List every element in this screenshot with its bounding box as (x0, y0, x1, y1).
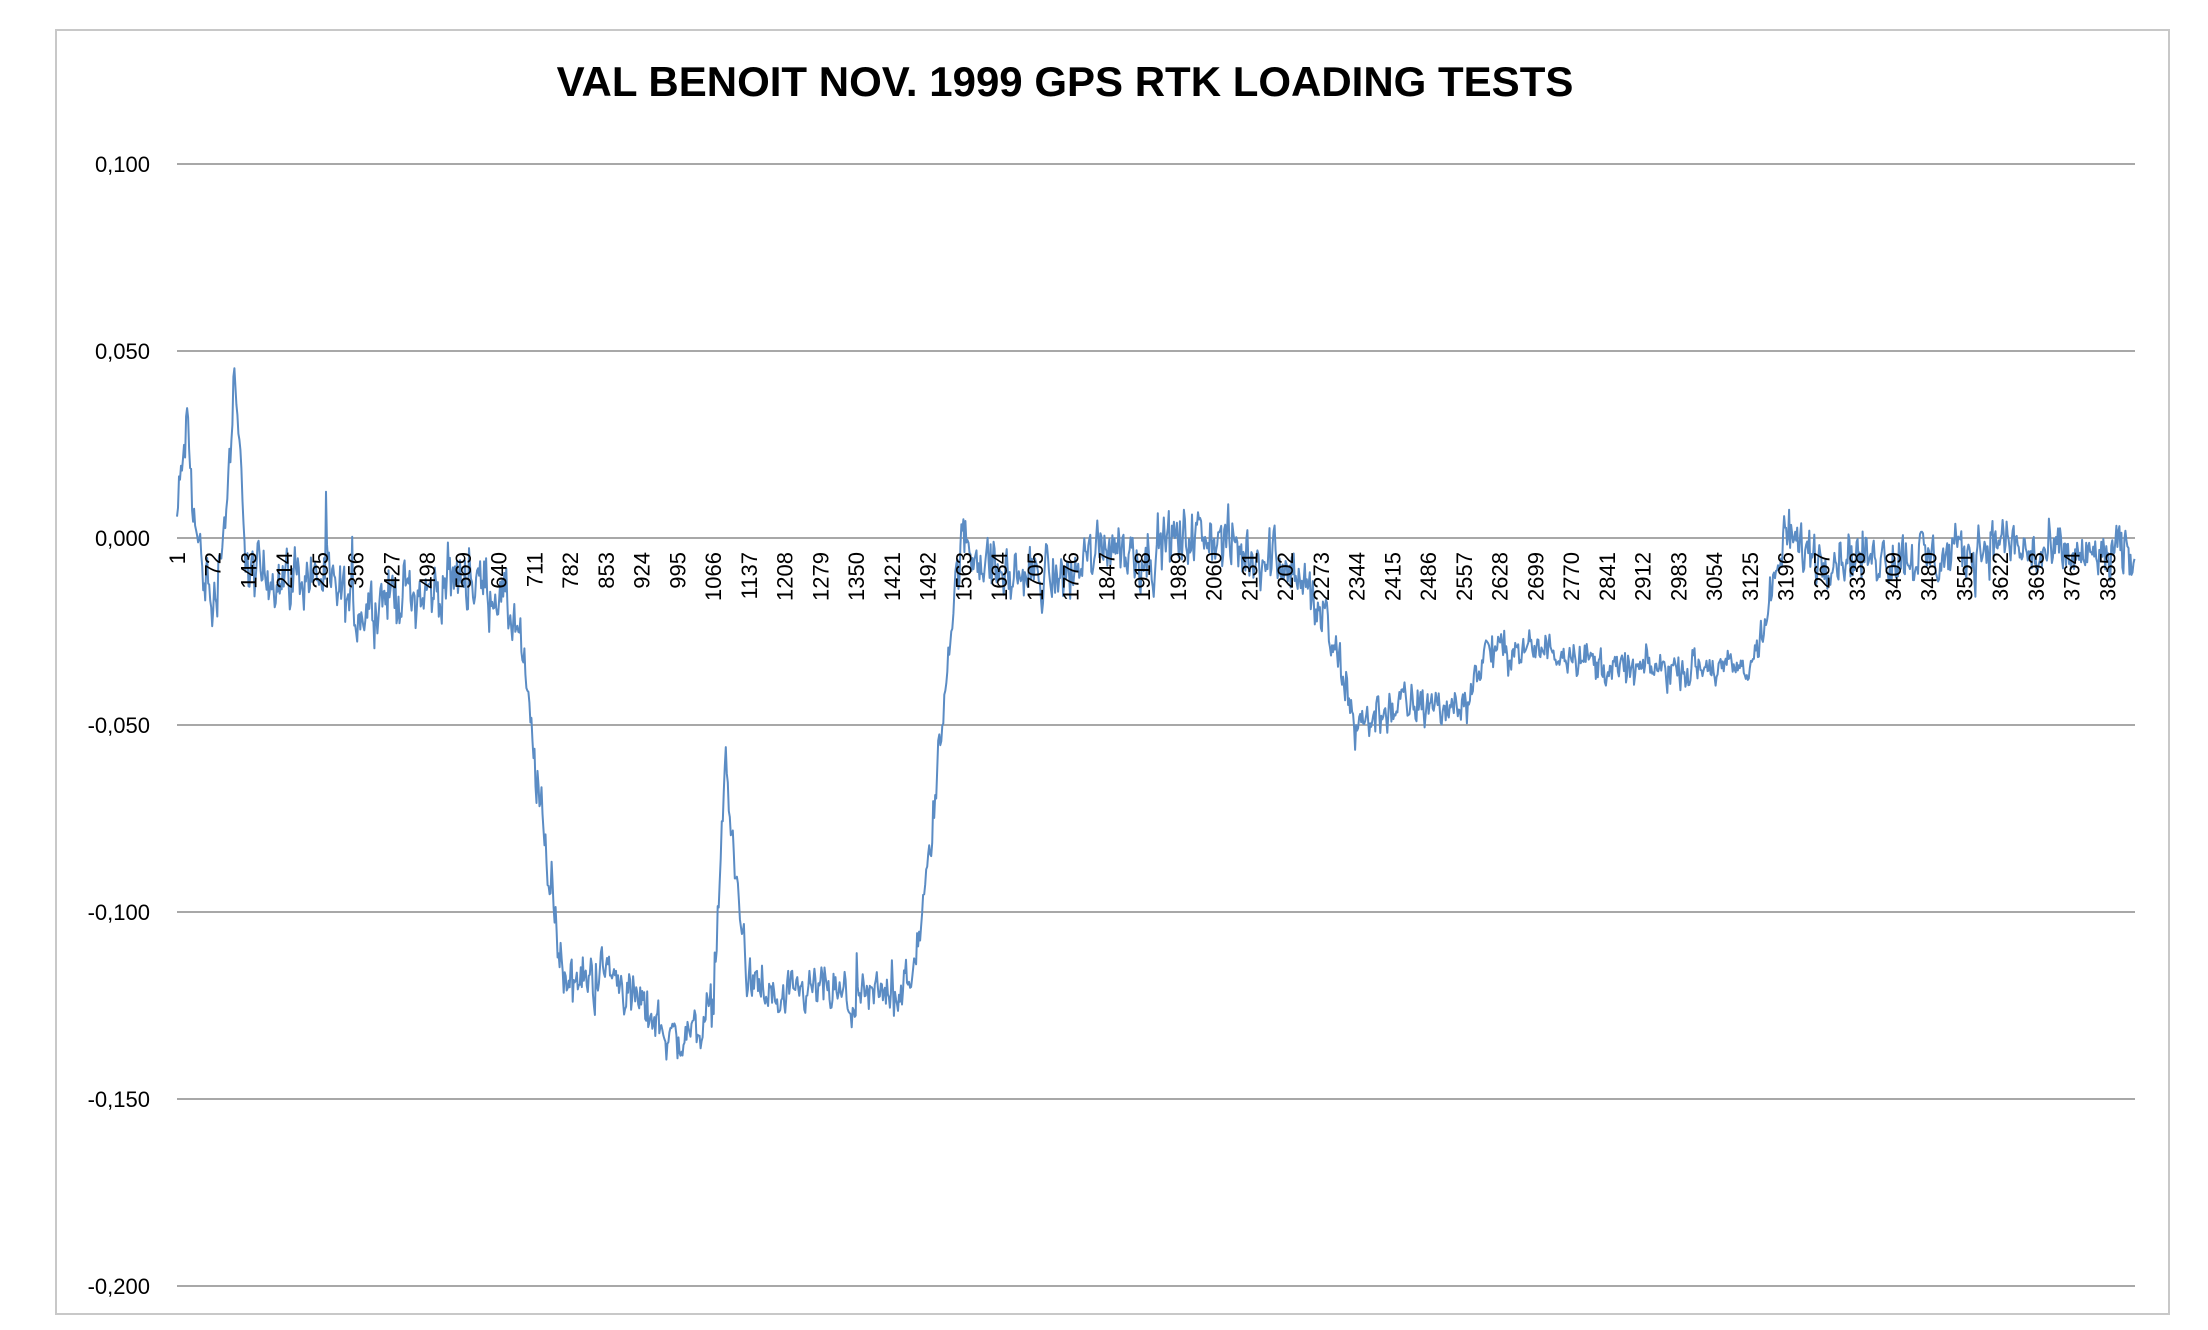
chart-title: VAL BENOIT NOV. 1999 GPS RTK LOADING TES… (556, 58, 1574, 105)
x-tick-label: 1208 (773, 552, 798, 601)
x-tick-label: 1847 (1094, 552, 1119, 601)
x-tick-label: 427 (380, 552, 405, 589)
x-tick-label: 2415 (1380, 552, 1405, 601)
x-tick-label: 924 (630, 552, 655, 589)
x-tick-label: 2344 (1345, 552, 1370, 601)
x-tick-label: 2486 (1416, 552, 1441, 601)
x-tick-label: 498 (415, 552, 440, 589)
x-tick-label: 2131 (1237, 552, 1262, 601)
x-tick-label: 3480 (1917, 552, 1942, 601)
y-tick-label: 0,050 (95, 339, 150, 364)
x-tick-label: 1705 (1023, 552, 1048, 601)
x-tick-label: 3054 (1702, 552, 1727, 601)
x-tick-label: 1 (165, 552, 190, 564)
x-tick-label: 2770 (1559, 552, 1584, 601)
x-tick-label: 569 (451, 552, 476, 589)
y-tick-label: -0,050 (88, 713, 150, 738)
x-tick-label: 2557 (1452, 552, 1477, 601)
x-tick-label: 1137 (737, 552, 762, 599)
x-tick-label: 3622 (1988, 552, 2013, 601)
x-tick-label: 1776 (1059, 552, 1084, 601)
x-tick-label: 3551 (1952, 552, 1977, 601)
x-tick-label: 1989 (1166, 552, 1191, 601)
x-tick-label: 3196 (1774, 552, 1799, 601)
y-tick-label: 0,000 (95, 526, 150, 551)
x-tick-label: 1634 (987, 552, 1012, 601)
x-tick-label: 1918 (1130, 552, 1155, 601)
x-tick-label: 3764 (2060, 552, 2085, 601)
x-tick-label: 3267 (1809, 552, 1834, 601)
x-tick-label: 3125 (1738, 552, 1763, 601)
gridlines (177, 163, 2135, 1287)
x-tick-label: 2912 (1631, 552, 1656, 601)
series-layer (176, 367, 2136, 1061)
x-tick-label: 3693 (2024, 552, 2049, 601)
y-tick-label: -0,150 (88, 1087, 150, 1112)
x-tick-label: 143 (237, 552, 262, 589)
x-tick-label: 2273 (1309, 552, 1334, 601)
x-tick-label: 1279 (808, 552, 833, 601)
x-tick-label: 2628 (1488, 552, 1513, 601)
x-tick-label: 853 (594, 552, 619, 589)
x-tick-label: 782 (558, 552, 583, 589)
x-tick-label: 285 (308, 552, 333, 589)
x-tick-label: 3338 (1845, 552, 1870, 601)
x-tick-label: 711 (523, 552, 548, 587)
x-tick-label: 356 (344, 552, 369, 589)
x-tick-label: 2202 (1273, 552, 1298, 601)
x-axis-labels: 1 72 143 214 285 356 427 498 569 640 711 782 853 924 9… (165, 552, 2120, 601)
x-tick-label: 1492 (916, 552, 941, 601)
y-axis-labels: 0,100 0,050 0,000 -0,050 -0,100 -0,150 -0,200 (88, 152, 150, 1299)
x-tick-label: 1563 (951, 552, 976, 601)
x-tick-label: 2983 (1666, 552, 1691, 601)
x-tick-label: 3409 (1881, 552, 1906, 601)
x-tick-label: 1066 (701, 552, 726, 601)
x-tick-label: 1421 (880, 552, 905, 601)
x-tick-label: 640 (487, 552, 512, 589)
x-tick-label: 214 (272, 552, 297, 589)
x-tick-label: 995 (666, 552, 691, 589)
x-tick-label: 2699 (1523, 552, 1548, 601)
y-tick-label: -0,200 (88, 1274, 150, 1299)
y-tick-label: 0,100 (95, 152, 150, 177)
chart-frame (55, 29, 2170, 1315)
series-line (176, 367, 2136, 1061)
x-tick-label: 2841 (1595, 552, 1620, 601)
y-tick-label: -0,100 (88, 900, 150, 925)
x-tick-label: 2060 (1202, 552, 1227, 601)
x-tick-label: 3835 (2095, 552, 2120, 601)
x-tick-label: 1350 (844, 552, 869, 601)
x-tick-label: 72 (201, 552, 226, 576)
